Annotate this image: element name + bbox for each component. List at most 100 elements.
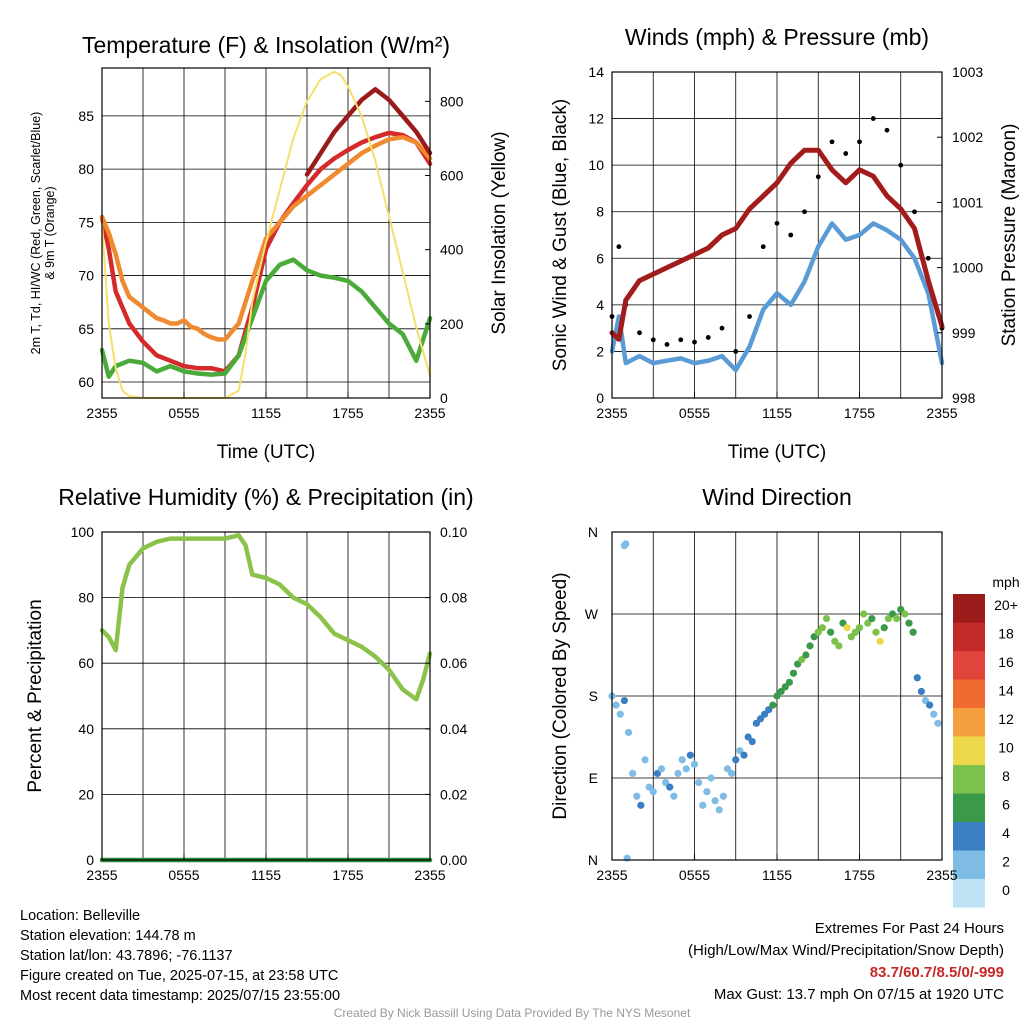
extremes-subheading: (High/Low/Max Wind/Precipitation/Snow De… <box>688 942 1004 959</box>
wind-direction-point <box>843 624 851 632</box>
wind-direction-point <box>616 710 624 718</box>
wind-direction-point <box>806 642 814 650</box>
wind-direction-point <box>909 628 917 636</box>
y-tick-label: 6 <box>596 250 604 266</box>
legend-label: 4 <box>1002 825 1010 841</box>
chart-panel-4 <box>608 531 985 908</box>
series-line-4 <box>304 87 433 177</box>
legend-swatch <box>953 708 985 737</box>
x-tick-label: 0555 <box>168 867 199 883</box>
y2-tick-label: 1003 <box>952 64 983 80</box>
y-tick-label: 12 <box>588 111 604 127</box>
chart-title: Winds (mph) & Pressure (mb) <box>625 24 929 50</box>
wind-direction-point <box>876 637 884 645</box>
wind-direction-point <box>814 628 822 636</box>
legend-title: mph <box>992 574 1019 590</box>
wind-direction-point <box>781 683 789 691</box>
y2-tick-label: 400 <box>440 242 464 258</box>
extremes-max-gust: Max Gust: 13.7 mph On 07/15 at 1920 UTC <box>713 986 1004 1003</box>
legend-label: 6 <box>1002 797 1010 813</box>
wind-direction-point <box>736 747 744 755</box>
wind-direction-point <box>868 614 876 623</box>
x-tick-label: 0555 <box>168 405 199 421</box>
gust-point <box>774 220 780 226</box>
wind-direction-point <box>872 628 880 636</box>
series-line-1 <box>609 221 945 373</box>
wind-direction-point <box>769 701 777 709</box>
credit-footer: Created By Nick Bassill Using Data Provi… <box>333 1006 691 1020</box>
x-axis-label: Time (UTC) <box>728 442 827 463</box>
legend-label: 20+ <box>994 597 1018 613</box>
legend-label: 16 <box>998 654 1014 670</box>
chart-panel-2 <box>609 71 945 399</box>
gust-point <box>733 349 739 354</box>
legend-label: 2 <box>1002 854 1010 870</box>
y-axis-label: Direction (Colored By Speed) <box>550 572 571 819</box>
wind-direction-point <box>818 624 826 632</box>
wind-direction-point <box>860 610 868 618</box>
y-tick-label: 0 <box>86 852 94 868</box>
y-tick-label: 80 <box>78 590 94 606</box>
legend-label: 14 <box>998 683 1014 699</box>
wind-direction-point <box>670 792 678 800</box>
wind-direction-point <box>756 715 765 723</box>
chart-title: Relative Humidity (%) & Precipitation (i… <box>58 484 473 510</box>
gust-point <box>802 209 807 215</box>
wind-direction-point <box>761 710 769 718</box>
y-tick-label: 14 <box>588 64 604 80</box>
wind-direction-point <box>913 674 921 682</box>
gust-point <box>843 151 849 156</box>
wind-direction-point <box>822 614 831 623</box>
y2-axis-label: Station Pressure (Maroon) <box>999 124 1020 347</box>
y-tick-label: N <box>588 852 598 868</box>
gust-point <box>760 244 766 250</box>
wind-direction-point <box>744 733 752 741</box>
wind-direction-point <box>897 605 905 614</box>
series-line-3 <box>609 147 945 342</box>
x-tick-label: 2355 <box>926 405 957 421</box>
gust-point <box>747 314 752 319</box>
y-tick-label: E <box>589 770 598 786</box>
gust-point <box>925 255 931 261</box>
wind-direction-point <box>851 628 859 636</box>
wind-direction-point <box>785 678 793 686</box>
x-tick-label: 1755 <box>844 867 875 883</box>
y-axis-label: Sonic Wind & Gust (Blue, Black) <box>550 99 571 371</box>
chart-title: Wind Direction <box>702 484 852 510</box>
legend-swatch <box>953 651 985 680</box>
y-tick-label: 10 <box>588 157 604 173</box>
legend-swatch <box>953 765 985 794</box>
wind-direction-point <box>901 610 909 618</box>
wind-direction-point <box>624 728 633 737</box>
legend-swatch <box>953 622 985 651</box>
info-location: Location: Belleville <box>20 908 141 924</box>
x-tick-label: 1155 <box>251 867 281 883</box>
gust-point <box>829 139 835 145</box>
wind-direction-point <box>930 710 938 718</box>
wind-direction-point <box>905 619 913 627</box>
y2-tick-label: 800 <box>440 93 464 109</box>
legend-label: 18 <box>998 626 1014 642</box>
wind-direction-point <box>777 687 785 696</box>
wind-direction-point <box>699 801 707 809</box>
info-elevation: Station elevation: 144.78 m <box>20 928 196 944</box>
y2-tick-label: 1001 <box>952 194 983 210</box>
wind-direction-point <box>888 610 897 618</box>
x-tick-label: 2355 <box>414 405 445 421</box>
wind-direction-point <box>802 651 810 659</box>
wind-direction-point <box>917 687 925 696</box>
gust-point <box>637 330 642 336</box>
y-tick-label: 85 <box>78 108 94 124</box>
wind-direction-point <box>728 769 736 778</box>
wind-direction-point <box>740 751 748 759</box>
gust-point <box>719 325 725 331</box>
wind-direction-point <box>839 619 847 627</box>
wind-direction-point <box>649 788 657 796</box>
wind-direction-point <box>864 619 872 627</box>
y2-tick-label: 0.04 <box>440 721 467 737</box>
wind-direction-point <box>723 765 732 773</box>
series-line-1 <box>99 533 433 702</box>
x-tick-label: 2355 <box>596 405 627 421</box>
wind-direction-point <box>921 696 930 705</box>
info-created: Figure created on Tue, 2025-07-15, at 23… <box>20 968 339 984</box>
